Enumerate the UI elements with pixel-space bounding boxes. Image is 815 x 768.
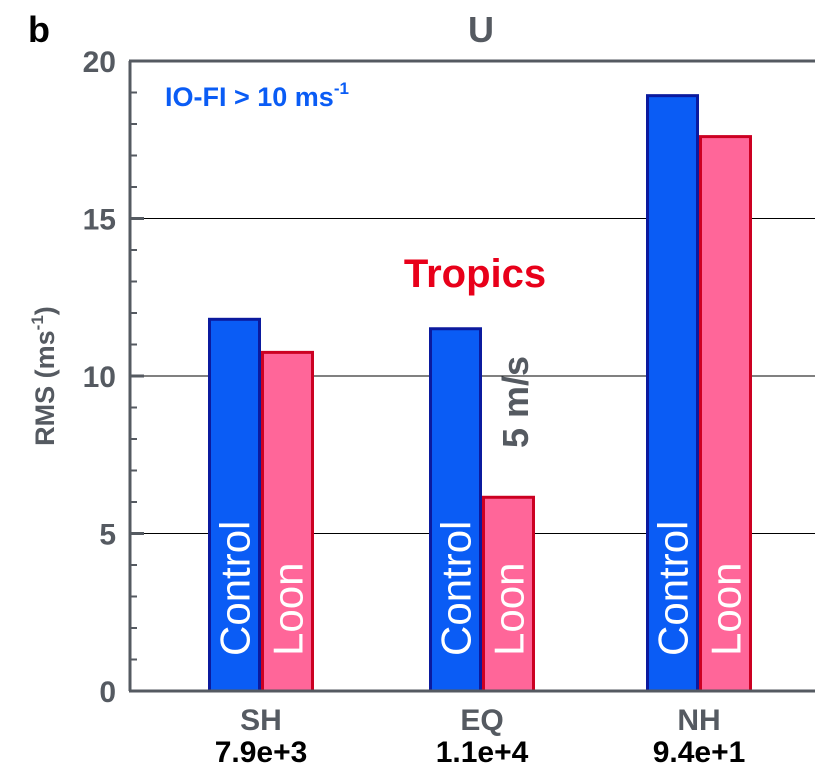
region-annotation: Tropics	[404, 252, 546, 296]
bar-control-sh	[208, 317, 261, 693]
bar-label-control-nh: Control	[650, 521, 697, 656]
bar-label-control-eq: Control	[433, 521, 480, 656]
bar-label-loon-sh: Loon	[265, 563, 312, 656]
y-tick-label: 0	[99, 676, 116, 709]
x-category-sublabel: 9.4e+1	[653, 736, 746, 768]
bar-label-control-sh: Control	[212, 521, 259, 656]
y-axis-label-superscript: -1	[28, 315, 47, 330]
y-tick-label: 10	[83, 361, 116, 394]
y-axis-label-text: RMS (ms	[30, 330, 60, 446]
x-category-label: SH	[240, 704, 282, 737]
x-category-sublabel: 7.9e+3	[215, 736, 308, 768]
bar-loon-sh	[261, 350, 314, 693]
bar-control-eq	[429, 327, 482, 693]
x-category-label: NH	[677, 704, 720, 737]
x-category-label: EQ	[460, 704, 503, 737]
bars: Control Loon Control Loon Control Loon	[208, 94, 752, 693]
y-axis-label: RMS (ms-1)	[28, 306, 60, 446]
chart-title: U	[468, 9, 494, 50]
x-category-sublabel: 1.1e+4	[436, 736, 529, 768]
y-ticks: 0 5 10 15 20	[83, 46, 144, 709]
filter-annotation: IO-FI > 10 ms-1	[165, 79, 349, 112]
y-tick-label: 20	[83, 46, 116, 79]
y-tick-label: 15	[83, 204, 116, 237]
filter-annotation-superscript: -1	[334, 79, 349, 98]
panel-label: b	[28, 9, 50, 50]
bar-label-loon-eq: Loon	[486, 563, 533, 656]
category-labels: SH7.9e+3 EQ1.1e+4 NH9.4e+1	[215, 704, 746, 768]
y-axis-label-close: )	[30, 306, 60, 315]
difference-annotation: 5 m/s	[495, 356, 536, 448]
filter-annotation-text: IO-FI > 10 ms	[165, 82, 334, 112]
bar-label-loon-nh: Loon	[703, 563, 750, 656]
y-tick-label: 5	[99, 519, 116, 552]
labels: b U RMS (ms-1) IO-FI > 10 ms-1 Tropics 5…	[28, 9, 546, 448]
